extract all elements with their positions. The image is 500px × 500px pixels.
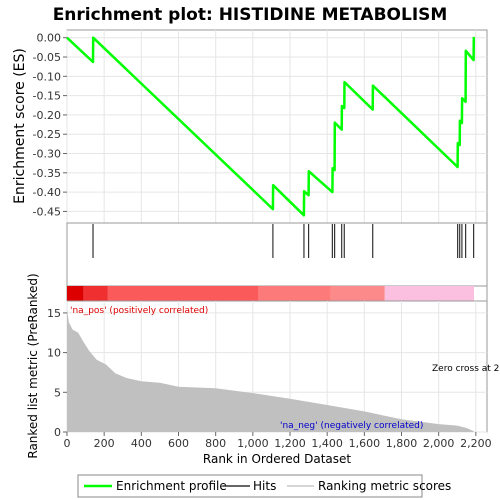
es-tick-label: -0.10 <box>33 70 61 83</box>
ranking-color-bar <box>66 285 488 302</box>
metric-tick-label: 5 <box>54 386 61 399</box>
es-tick-label: -0.45 <box>33 205 61 218</box>
es-tick-label: -0.05 <box>33 51 61 64</box>
x-tick-label: 1,400 <box>311 437 343 450</box>
color-bar-segments <box>67 286 474 301</box>
metric-tick-label: 0 <box>54 426 61 439</box>
color-bar-segment <box>83 286 108 301</box>
es-y-ticks: 0.00 -0.05 -0.10 -0.15 -0.20 -0.25 -0.30 -0.35 -… <box>33 32 67 218</box>
es-panel: 0.00 -0.05 -0.10 -0.15 -0.20 -0.25 -0.30 -0.35 -… <box>12 29 488 224</box>
es-tick-label: -0.25 <box>33 128 61 141</box>
es-tick-label: -0.40 <box>33 186 61 199</box>
legend-label-enrichment: Enrichment profile <box>116 479 227 493</box>
color-bar-segment <box>330 286 385 301</box>
hits-panel <box>66 222 488 287</box>
enrichment-profile-line <box>66 36 476 217</box>
es-tick-label: -0.20 <box>33 109 61 122</box>
es-plot-area <box>66 29 488 224</box>
es-tick-label: -0.30 <box>33 148 61 161</box>
x-tick-label: 1,600 <box>349 437 381 450</box>
metric-panel: 0 5 10 15 0 200 400 600 800 1,000 1,200 1,400 1,600… <box>26 273 499 466</box>
es-tick-label: 0.00 <box>37 32 62 45</box>
x-tick-label: 800 <box>205 437 226 450</box>
x-tick-label: 1,200 <box>274 437 306 450</box>
x-tick-label: 1,800 <box>386 437 418 450</box>
es-axis-title: Enrichment score (ES) <box>12 48 28 204</box>
color-bar-segment <box>384 286 474 301</box>
color-bar-segment <box>107 286 259 301</box>
x-tick-label: 600 <box>168 437 189 450</box>
hits-area <box>66 222 488 287</box>
x-axis-title: Rank in Ordered Dataset <box>203 452 351 466</box>
chart-title: Enrichment plot: HISTIDINE METABOLISM <box>53 5 448 25</box>
x-tick-label: 1,000 <box>237 437 269 450</box>
metric-x-ticks: 0 200 400 600 800 1,000 1,200 1,400 1,600 1,800 2,… <box>64 432 492 450</box>
x-tick-label: 2,200 <box>460 437 492 450</box>
metric-y-ticks: 0 5 10 15 <box>47 307 67 439</box>
metric-tick-label: 10 <box>47 347 61 360</box>
x-tick-label: 200 <box>94 437 115 450</box>
pos-annotation: 'na_pos' (positively correlated) <box>70 306 208 316</box>
metric-tick-label: 15 <box>47 307 61 320</box>
x-tick-label: 400 <box>131 437 152 450</box>
x-tick-label: 0 <box>64 437 71 450</box>
metric-axis-title: Ranked list metric (PreRanked) <box>26 273 40 458</box>
legend-label-metric: Ranking metric scores <box>318 479 451 493</box>
neg-annotation: 'na_neg' (negatively correlated) <box>280 421 423 431</box>
ranking-metric-area <box>67 308 474 432</box>
legend: Enrichment profile Hits Ranking metric s… <box>77 474 451 498</box>
color-bar-segment <box>258 286 331 301</box>
es-line-group <box>66 36 476 217</box>
legend-label-hits: Hits <box>253 479 276 493</box>
metric-area-group <box>67 308 474 432</box>
zero-cross-annotation: Zero cross at 2 <box>432 364 499 374</box>
x-tick-label: 2,000 <box>423 437 455 450</box>
color-bar-segment <box>67 286 84 301</box>
hits-group <box>92 224 475 258</box>
es-tick-label: -0.15 <box>33 90 61 103</box>
es-grid <box>66 30 487 223</box>
es-tick-label: -0.35 <box>33 167 61 180</box>
